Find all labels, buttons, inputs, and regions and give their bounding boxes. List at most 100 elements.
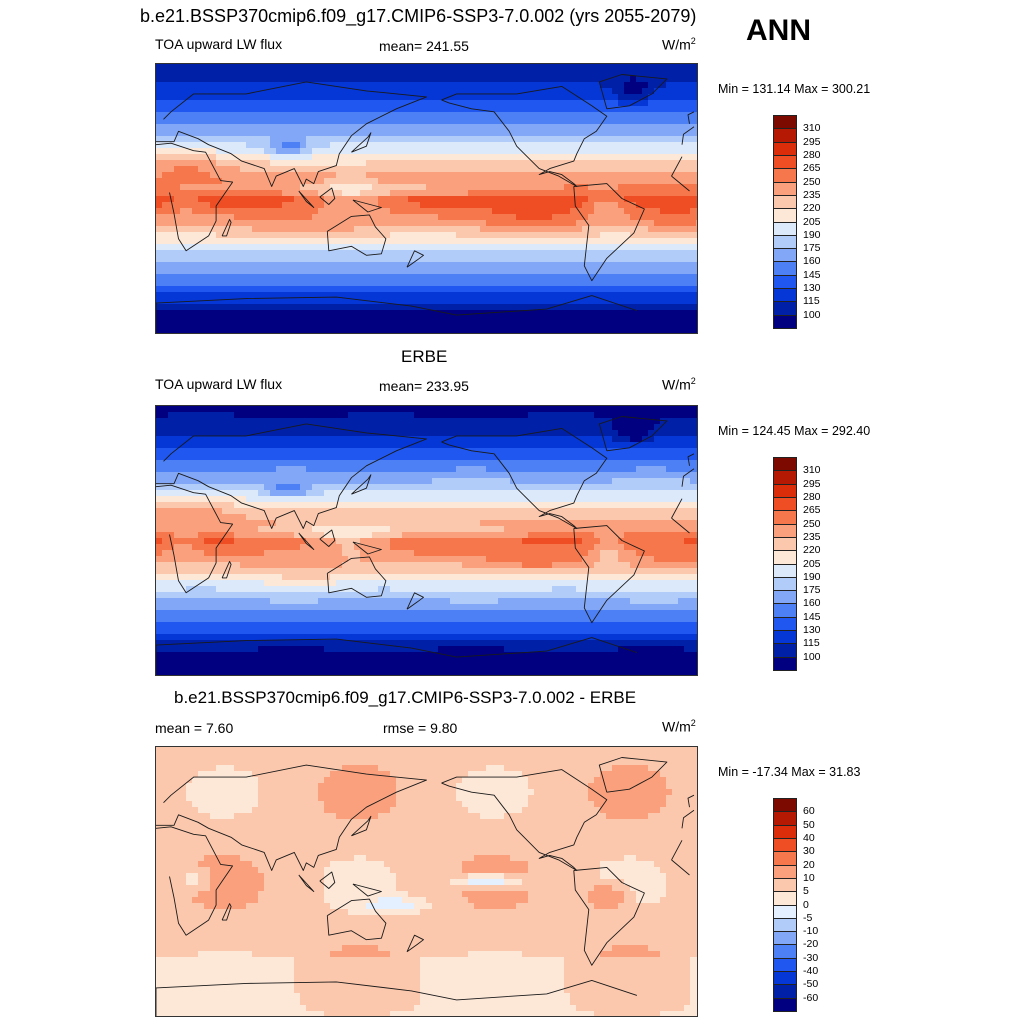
field-cells	[156, 64, 697, 333]
colorbar-swatch	[773, 957, 797, 972]
colorbar-swatch	[773, 656, 797, 671]
colorbar-swatch	[773, 984, 797, 999]
coastlines	[156, 757, 695, 1016]
panel-1-minmax: Min = 131.14 Max = 300.21	[718, 82, 871, 96]
colorbar-tick-label: 115	[803, 295, 820, 308]
coastlines	[156, 416, 695, 675]
colorbar-swatch	[773, 234, 797, 249]
colorbar-tick-label: -5	[803, 911, 813, 924]
colorbar-swatch	[773, 851, 797, 866]
colorbar-swatch	[773, 141, 797, 156]
colorbar-tick-label: 295	[803, 477, 821, 490]
colorbar-tick-label: 310	[803, 464, 821, 477]
panel-3-rmse-label: rmse = 9.80	[383, 720, 458, 736]
colorbar-tick-label: 100	[803, 650, 821, 663]
colorbar-tick-label: 175	[803, 242, 821, 255]
colorbar-swatch	[773, 931, 797, 945]
colorbar-swatch	[773, 288, 797, 302]
colorbar-tick-label: 145	[803, 610, 821, 623]
panel-2-map	[155, 405, 698, 676]
colorbar-swatch	[773, 314, 797, 329]
colorbar-swatch	[773, 917, 797, 932]
colorbar-swatch	[773, 221, 797, 236]
panel-1-map-svg	[156, 64, 697, 333]
colorbar-swatch	[773, 798, 797, 812]
panel-1-variable-label: TOA upward LW flux	[155, 36, 283, 52]
colorbar-tick-label: 160	[803, 597, 821, 610]
colorbar-swatch	[773, 877, 797, 892]
colorbar-swatch	[773, 510, 797, 525]
colorbar-tick-label: 265	[803, 504, 821, 517]
panel-2-title: ERBE	[401, 347, 448, 366]
coastlines	[156, 74, 695, 333]
colorbar-tick-label: 145	[803, 268, 821, 281]
panel-3-title: b.e21.BSSP370cmip6.f09_g17.CMIP6-SSP3-7.…	[174, 688, 637, 707]
panel-2-units: W/m2	[662, 376, 696, 393]
colorbar-tick-label: 190	[803, 570, 821, 583]
colorbar-tick-label: 250	[803, 517, 821, 530]
colorbar-swatch	[773, 590, 797, 604]
colorbar-tick-label: 295	[803, 135, 821, 148]
panel-1-mean-label: mean= 241.55	[379, 38, 469, 54]
colorbar-swatch	[773, 630, 797, 644]
colorbar-swatch	[773, 115, 797, 129]
colorbar-tick-label: 205	[803, 557, 821, 570]
colorbar-tick-label: 220	[803, 202, 821, 215]
colorbar-tick-label: 130	[803, 624, 821, 637]
colorbar-tick-label: 310	[803, 122, 821, 135]
colorbar-swatch	[773, 301, 797, 316]
colorbar-tick-label: 190	[803, 228, 821, 241]
colorbar-swatch	[773, 194, 797, 209]
colorbar-swatch	[773, 563, 797, 578]
colorbar-swatch	[773, 248, 797, 262]
colorbar-swatch	[773, 891, 797, 905]
colorbar-tick-label: 280	[803, 490, 821, 503]
panel-2-mean-label: mean= 233.95	[379, 378, 469, 394]
colorbar-swatch	[773, 616, 797, 631]
colorbar-swatch	[773, 181, 797, 196]
colorbar-tick-label: 30	[803, 845, 815, 858]
colorbar-swatch	[773, 483, 797, 498]
colorbar-tick-label: 235	[803, 530, 821, 543]
panel-2-colorbar: 310 295 280 265 250 235 220 205 190 175 160 145 130 1…	[773, 457, 821, 671]
colorbar-swatch	[773, 824, 797, 839]
colorbar-tick-label: 160	[803, 255, 821, 268]
colorbar-tick-label: -20	[803, 938, 819, 951]
colorbar-tick-label: 60	[803, 805, 815, 818]
colorbar-tick-label: 0	[803, 898, 809, 911]
field-cells	[156, 406, 697, 675]
colorbar-swatch	[773, 457, 797, 471]
colorbar-swatch	[773, 576, 797, 591]
colorbar-tick-label: -30	[803, 951, 819, 964]
colorbar-tick-label: 100	[803, 308, 821, 321]
colorbar-swatch	[773, 128, 797, 143]
panel-2-variable-label: TOA upward LW flux	[155, 376, 283, 392]
panel-1-colorbar: 310 295 280 265 250 235 220 205 190 175 160 145 130 1…	[773, 115, 821, 329]
colorbar-swatch	[773, 904, 797, 919]
colorbar-swatch	[773, 971, 797, 985]
main-title: b.e21.BSSP370cmip6.f09_g17.CMIP6-SSP3-7.…	[140, 6, 697, 26]
colorbar-swatch	[773, 643, 797, 658]
colorbar-tick-label: 50	[803, 818, 815, 831]
colorbar-swatch	[773, 261, 797, 276]
colorbar-tick-label: 40	[803, 831, 815, 844]
colorbar-tick-label: -40	[803, 965, 819, 978]
colorbar-swatch	[773, 168, 797, 183]
colorbar-swatch	[773, 997, 797, 1012]
colorbar-swatch	[773, 944, 797, 959]
colorbar-tick-label: -10	[803, 925, 819, 938]
colorbar-swatch	[773, 274, 797, 289]
colorbar-tick-label: 5	[803, 885, 809, 898]
colorbar-swatch	[773, 550, 797, 564]
colorbar-tick-label: 235	[803, 188, 821, 201]
colorbar-tick-label: -60	[803, 991, 819, 1004]
season-label: ANN	[746, 14, 811, 47]
colorbar-swatch	[773, 496, 797, 511]
panel-1-units: W/m2	[662, 36, 696, 53]
panel-3-mean-label: mean = 7.60	[155, 720, 234, 736]
colorbar-swatch	[773, 864, 797, 879]
panel-2-minmax: Min = 124.45 Max = 292.40	[718, 424, 871, 438]
colorbar-swatch	[773, 208, 797, 222]
colorbar-tick-label: 250	[803, 175, 821, 188]
panel-3-colorbar: 60 50 40 30 20 10 5 0 -5 -10 -20 -30 -40 -50 -60	[773, 798, 818, 1012]
